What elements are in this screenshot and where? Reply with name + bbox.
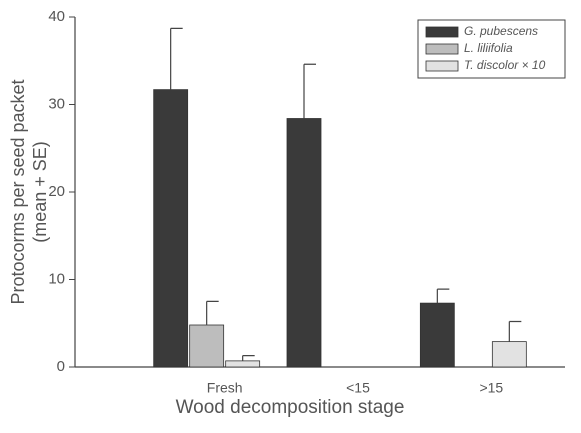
error-bar xyxy=(436,288,450,304)
legend-label: G. pubescens xyxy=(464,24,538,38)
y-tick-label: 0 xyxy=(57,358,65,375)
bar xyxy=(419,302,455,368)
x-axis-label: Wood decomposition stage xyxy=(176,397,405,418)
error-bar xyxy=(303,63,316,119)
x-tick-label: >15 xyxy=(479,380,503,396)
bar xyxy=(225,360,261,368)
bar xyxy=(153,89,189,368)
error-bar xyxy=(170,27,183,90)
y-tick-label: 10 xyxy=(48,270,65,287)
legend-label: L. liliifolia xyxy=(464,41,513,55)
legend-swatch xyxy=(425,43,459,55)
bar xyxy=(491,341,527,368)
y-tick-label: 40 xyxy=(48,8,65,25)
legend-label: T. discolor × 10 xyxy=(464,58,546,72)
x-tick-label: <15 xyxy=(346,380,370,396)
y-tick-label: 20 xyxy=(48,183,65,200)
error-bar xyxy=(242,355,255,361)
legend-swatch xyxy=(425,26,459,38)
x-tick-label: Fresh xyxy=(207,380,243,396)
y-axis-label: Protocorms per seed packet (mean + SE) xyxy=(8,79,50,304)
bar xyxy=(286,118,322,368)
bar xyxy=(189,324,225,368)
error-bar xyxy=(206,300,219,325)
legend-swatch xyxy=(425,60,459,72)
y-tick-label: 30 xyxy=(48,95,65,112)
error-bar xyxy=(508,320,522,342)
